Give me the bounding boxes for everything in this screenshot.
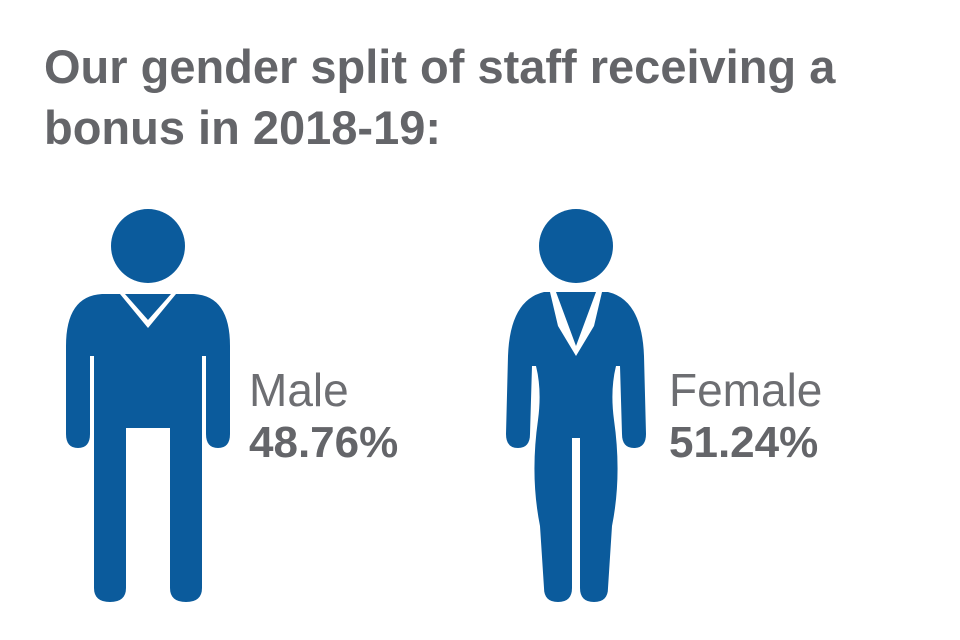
male-label: Male (249, 364, 349, 416)
female-label: Female (669, 364, 823, 416)
female-stat: Female 51.24% (669, 362, 822, 468)
male-stat: Male 48.76% (249, 362, 398, 468)
infographic-title: Our gender split of staff receiving a bo… (44, 40, 836, 154)
male-percentage: 48.76% (249, 418, 399, 467)
male-figure-icon (62, 206, 234, 606)
female-percentage: 51.24% (669, 418, 819, 467)
female-figure-icon (496, 206, 656, 606)
